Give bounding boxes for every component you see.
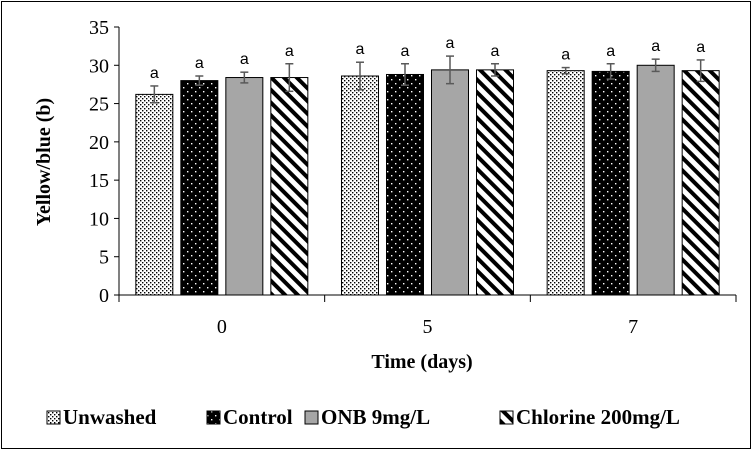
y-axis: 0 5 10 15 20 25 30 35 — [89, 17, 120, 307]
bar — [270, 77, 309, 296]
significance-label: a — [561, 47, 570, 64]
significance-label: a — [606, 43, 615, 60]
significance-label: a — [240, 51, 249, 68]
y-tick-label: 5 — [99, 247, 109, 269]
x-axis-title: Time (days) — [371, 351, 472, 373]
y-tick-label: 15 — [89, 170, 109, 192]
bar — [636, 64, 675, 296]
significance-label: a — [150, 65, 159, 82]
legend-label: Control — [223, 405, 293, 429]
significance-label: a — [696, 39, 705, 56]
significance-label: a — [651, 38, 660, 55]
y-tick-label: 25 — [89, 94, 109, 116]
significance-label: a — [401, 43, 410, 60]
significance-label: a — [195, 55, 204, 72]
bar — [476, 69, 514, 296]
legend-swatch — [46, 410, 61, 425]
bar — [341, 75, 379, 296]
y-tick-label: 30 — [89, 55, 109, 77]
bar — [225, 77, 264, 296]
y-tick-label: 20 — [89, 132, 109, 154]
y-tick-label: 10 — [89, 208, 109, 230]
significance-label: a — [356, 41, 365, 58]
legend: Unwashed Control ONB 9mg/L Chlorine 200mg/L — [46, 405, 680, 429]
legend-swatch — [206, 410, 221, 425]
x-tick-label: 7 — [628, 316, 638, 338]
bar — [591, 70, 630, 296]
bar — [546, 70, 585, 296]
bars: a a a a a a a a a a a a — [135, 35, 720, 296]
y-axis-title: Yellow/blue (b) — [33, 98, 55, 226]
legend-swatch — [499, 410, 514, 425]
significance-label: a — [446, 35, 455, 52]
legend-label: Chlorine 200mg/L — [516, 405, 680, 429]
significance-label: a — [285, 43, 294, 60]
legend-label: Unwashed — [63, 405, 157, 429]
legend-label: ONB 9mg/L — [321, 405, 430, 429]
x-axis: 0 5 7 — [118, 294, 737, 338]
bar — [431, 69, 469, 296]
y-tick-label: 35 — [89, 17, 109, 39]
bar — [386, 73, 424, 296]
significance-label: a — [491, 43, 500, 60]
bar — [180, 80, 219, 296]
y-tick-label: 0 — [99, 285, 109, 307]
bar — [135, 93, 174, 296]
x-tick-label: 0 — [217, 316, 227, 338]
bar — [681, 70, 720, 296]
legend-swatch — [304, 410, 319, 425]
x-tick-label: 5 — [423, 316, 433, 338]
